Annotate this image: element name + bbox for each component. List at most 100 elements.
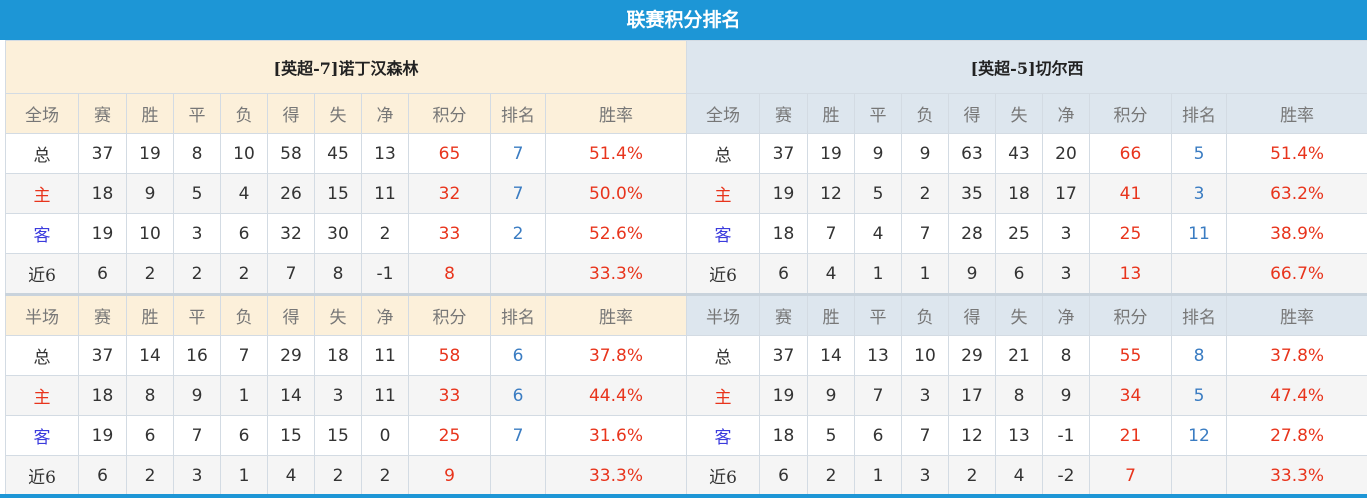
- table-row: 近6 6 4 1 1 9 6 3 13 66.7%: [686, 253, 1367, 295]
- cell-win-rate: 47.4%: [1225, 375, 1367, 416]
- table-row: 总 37 14 13 10 29 21 8 55 8 37.8%: [686, 335, 1367, 376]
- cell-points: 32: [408, 173, 491, 214]
- cell-goal-diff: 9: [1042, 375, 1090, 416]
- row-label: 近6: [5, 455, 79, 496]
- cell-goals-against: 15: [314, 173, 362, 214]
- cell-goals-against: 30: [314, 213, 362, 254]
- column-header-goal-diff: 净: [1042, 93, 1090, 134]
- column-header-losses: 负: [901, 293, 949, 336]
- cell-win-rate: 52.6%: [545, 213, 687, 254]
- cell-rank: [1171, 253, 1227, 295]
- home-team-standings: [英超-7]诺丁汉森林 全场赛胜平负得失净积分 排名 胜率总 37 19 8 10 58 45 13…: [5, 40, 687, 496]
- cell-wins: 10: [126, 213, 174, 254]
- cell-points: 58: [408, 335, 491, 376]
- cell-wins: 14: [126, 335, 174, 376]
- row-label: 总: [5, 335, 79, 376]
- cell-games: 19: [78, 415, 127, 456]
- section-label: 半场: [5, 293, 79, 336]
- cell-wins: 19: [126, 133, 174, 174]
- column-header-wins: 胜: [807, 293, 855, 336]
- cell-games: 6: [78, 455, 127, 496]
- cell-points: 25: [408, 415, 491, 456]
- section-header-row: 半场赛胜平负得失净积分 排名 胜率: [686, 293, 1367, 336]
- row-label: 客: [5, 415, 79, 456]
- column-header-rank: 排名: [490, 293, 546, 336]
- cell-goals-against: 6: [995, 253, 1043, 295]
- cell-goals-for: 29: [948, 335, 996, 376]
- cell-goals-for: 29: [267, 335, 315, 376]
- cell-goals-for: 17: [948, 375, 996, 416]
- table-row: 总 37 19 9 9 63 43 20 66 5 51.4%: [686, 133, 1367, 174]
- cell-points: 55: [1089, 335, 1172, 376]
- cell-wins: 12: [807, 173, 855, 214]
- cell-win-rate: 38.9%: [1225, 213, 1367, 254]
- column-header-goals-for: 得: [267, 293, 315, 336]
- cell-rank: 2: [490, 213, 546, 254]
- cell-goals-for: 2: [948, 455, 996, 496]
- cell-goal-diff: 20: [1042, 133, 1090, 174]
- cell-rank: 7: [490, 133, 546, 174]
- cell-games: 19: [759, 173, 808, 214]
- row-label: 总: [686, 133, 760, 174]
- column-header-goals-against: 失: [995, 293, 1043, 336]
- cell-goal-diff: 3: [1042, 253, 1090, 295]
- cell-rank: 6: [490, 375, 546, 416]
- cell-goals-for: 63: [948, 133, 996, 174]
- cell-wins: 8: [126, 375, 174, 416]
- cell-games: 37: [759, 133, 808, 174]
- cell-goals-for: 7: [267, 253, 315, 295]
- column-header-draws: 平: [854, 93, 902, 134]
- cell-losses: 7: [901, 415, 949, 456]
- cell-goals-against: 3: [314, 375, 362, 416]
- cell-wins: 2: [126, 253, 174, 295]
- cell-goals-for: 4: [267, 455, 315, 496]
- cell-goals-against: 2: [314, 455, 362, 496]
- table-row: 主 18 8 9 1 14 3 11 33 6 44.4%: [5, 375, 687, 416]
- column-header-points: 积分: [408, 293, 491, 336]
- cell-points: 21: [1089, 415, 1172, 456]
- cell-losses: 9: [901, 133, 949, 174]
- table-row: 近6 6 2 3 1 4 2 2 9 33.3%: [5, 455, 687, 496]
- cell-losses: 1: [220, 455, 268, 496]
- column-header-goals-for: 得: [267, 93, 315, 134]
- cell-win-rate: 37.8%: [1225, 335, 1367, 376]
- column-header-points: 积分: [408, 93, 491, 134]
- cell-rank: 7: [490, 415, 546, 456]
- column-header-wins: 胜: [807, 93, 855, 134]
- cell-draws: 4: [854, 213, 902, 254]
- column-header-win-rate: 胜率: [545, 293, 687, 336]
- cell-goal-diff: 13: [361, 133, 409, 174]
- cell-win-rate: 27.8%: [1225, 415, 1367, 456]
- cell-win-rate: 51.4%: [1225, 133, 1367, 174]
- cell-goal-diff: -1: [1042, 415, 1090, 456]
- cell-draws: 16: [173, 335, 221, 376]
- row-label: 主: [686, 173, 760, 214]
- cell-games: 19: [759, 375, 808, 416]
- cell-losses: 10: [220, 133, 268, 174]
- table-row: 主 19 9 7 3 17 8 9 34 5 47.4%: [686, 375, 1367, 416]
- cell-wins: 2: [807, 455, 855, 496]
- cell-points: 33: [408, 375, 491, 416]
- cell-losses: 4: [220, 173, 268, 214]
- cell-rank: 5: [1171, 375, 1227, 416]
- column-header-win-rate: 胜率: [1225, 293, 1367, 336]
- away-team-standings: [英超-5]切尔西 全场赛胜平负得失净积分 排名 胜率总 37 19 9 9 63 43 20 66 5…: [685, 40, 1367, 496]
- cell-points: 25: [1089, 213, 1172, 254]
- cell-goal-diff: 11: [361, 375, 409, 416]
- row-label: 近6: [5, 253, 79, 295]
- cell-goal-diff: 11: [361, 335, 409, 376]
- cell-draws: 9: [854, 133, 902, 174]
- cell-losses: 2: [220, 253, 268, 295]
- cell-wins: 9: [807, 375, 855, 416]
- row-label: 近6: [686, 455, 760, 496]
- column-header-rank: 排名: [1171, 93, 1227, 134]
- cell-losses: 2: [901, 173, 949, 214]
- cell-goal-diff: 2: [361, 455, 409, 496]
- cell-goal-diff: 2: [361, 213, 409, 254]
- section-header-row: 全场赛胜平负得失净积分 排名 胜率: [686, 93, 1367, 134]
- section-header-row: 半场赛胜平负得失净积分 排名 胜率: [5, 293, 687, 336]
- cell-games: 19: [78, 213, 127, 254]
- cell-wins: 6: [126, 415, 174, 456]
- cell-rank: 12: [1171, 415, 1227, 456]
- column-header-rank: 排名: [490, 93, 546, 134]
